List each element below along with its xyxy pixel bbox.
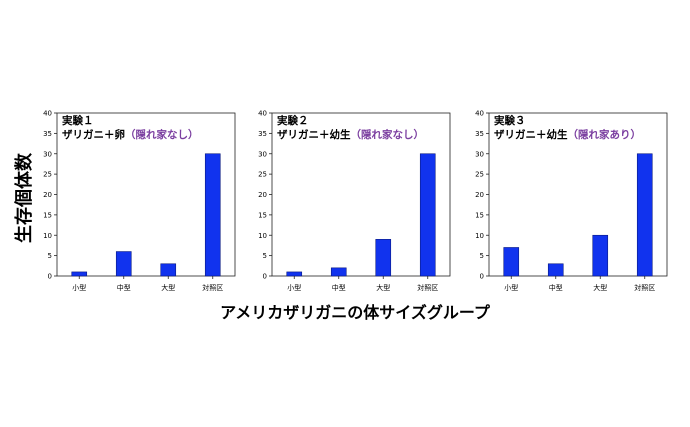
y-tick-label: 40 (475, 110, 484, 118)
y-tick-label: 20 (258, 191, 267, 199)
y-tick-label: 30 (258, 150, 267, 158)
x-tick-label: 対照区 (634, 283, 655, 292)
y-tick-label: 25 (258, 171, 267, 179)
chart-panel-1: 0 5 10 15 20 25 30 35 40 小型 中型 大型 対照区 実験１ザリガニ＋卵（隠れ家なし… (43, 110, 236, 292)
bar (286, 271, 303, 277)
x-tick-label: 大型 (376, 283, 390, 292)
y-tick-label: 30 (475, 150, 484, 158)
x-tick-label: 中型 (549, 283, 563, 292)
chart-title: 実験３ (494, 114, 526, 127)
chart-panel-3: 0 5 10 15 20 25 30 35 40 小型 中型 大型 対照区 実験３ザリガニ＋幼生（隠れ家あ… (475, 110, 668, 292)
y-tick-label: 25 (475, 171, 484, 179)
x-tick-label: 大型 (161, 283, 175, 292)
y-tick-label: 10 (43, 232, 52, 240)
chart-subtitle: ザリガニ＋幼生（隠れ家あり） (494, 128, 641, 141)
x-tick-label: 小型 (504, 283, 518, 292)
chart-subtitle: ザリガニ＋幼生（隠れ家なし） (277, 128, 424, 141)
chart-panel-2: 0 5 10 15 20 25 30 35 40 小型 中型 大型 対照区 実験２ザリガニ＋幼生（隠れ家な… (258, 110, 451, 292)
bar (204, 153, 221, 277)
x-tick-label: 大型 (593, 283, 607, 292)
x-tick-label: 対照区 (417, 283, 438, 292)
y-tick-label: 40 (43, 110, 52, 118)
chart-condition: （隠れ家なし） (125, 128, 199, 141)
chart-condition: （隠れ家あり） (568, 128, 642, 141)
y-tick-label: 5 (480, 252, 484, 260)
y-tick-label: 35 (258, 130, 267, 138)
y-tick-label: 15 (43, 211, 52, 219)
bar (115, 251, 132, 277)
figure-x-axis-label: アメリカザリガニの体サイズグループ (220, 303, 491, 322)
y-tick-label: 10 (258, 232, 267, 240)
chart-subtitle-main: ザリガニ＋幼生 (494, 128, 568, 141)
y-tick-label: 30 (43, 150, 52, 158)
y-tick-label: 10 (475, 232, 484, 240)
bar (330, 267, 347, 277)
chart-condition: （隠れ家なし） (351, 128, 425, 141)
y-tick-label: 0 (480, 273, 484, 281)
y-tick-label: 15 (258, 211, 267, 219)
x-tick-label: 小型 (72, 283, 86, 292)
bar (71, 271, 88, 277)
y-tick-label: 0 (263, 273, 267, 281)
chart-title: 実験１ (62, 114, 94, 127)
y-tick-label: 5 (263, 252, 267, 260)
y-tick-label: 20 (475, 191, 484, 199)
y-tick-label: 25 (43, 171, 52, 179)
x-tick-label: 中型 (332, 283, 346, 292)
bar (375, 239, 392, 277)
x-tick-label: 中型 (117, 283, 131, 292)
x-tick-label: 小型 (287, 283, 301, 292)
chart-subtitle: ザリガニ＋卵（隠れ家なし） (62, 128, 199, 141)
y-tick-label: 35 (475, 130, 484, 138)
figure-y-axis-label: 生存個体数 (13, 152, 35, 243)
y-tick-label: 0 (48, 273, 52, 281)
y-tick-label: 20 (43, 191, 52, 199)
chart-subtitle-main: ザリガニ＋卵 (62, 128, 125, 141)
bar (419, 153, 436, 277)
bar (592, 234, 609, 277)
bar (636, 153, 653, 277)
y-tick-label: 5 (48, 252, 52, 260)
chart-subtitle-main: ザリガニ＋幼生 (277, 128, 351, 141)
bar (160, 263, 177, 277)
x-tick-label: 対照区 (202, 283, 223, 292)
y-tick-label: 15 (475, 211, 484, 219)
bar (547, 263, 564, 277)
bar (503, 247, 520, 277)
y-tick-label: 40 (258, 110, 267, 118)
y-tick-label: 35 (43, 130, 52, 138)
chart-title: 実験２ (277, 114, 309, 127)
